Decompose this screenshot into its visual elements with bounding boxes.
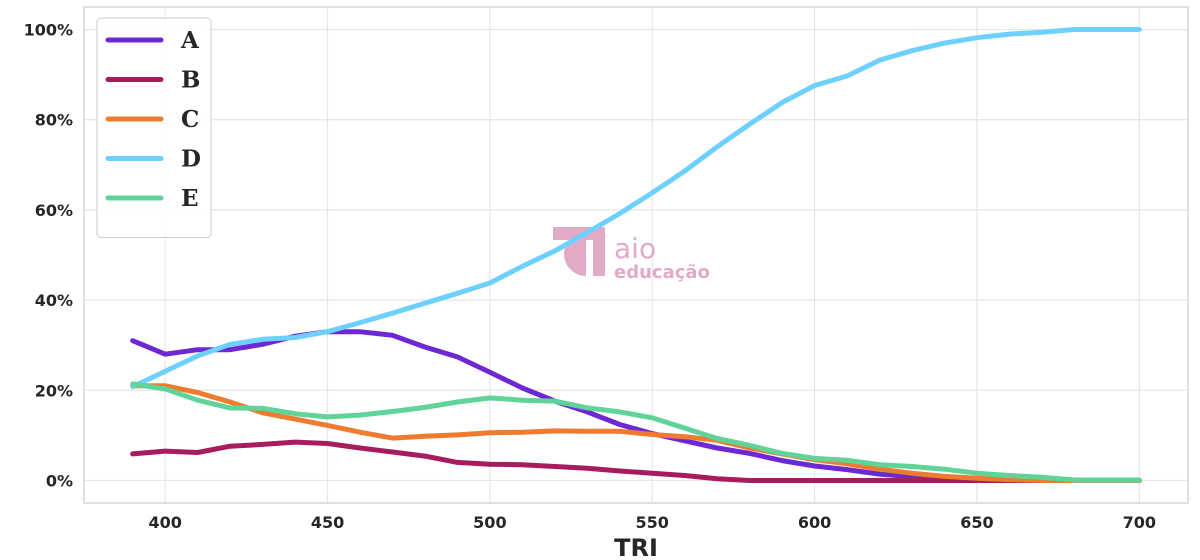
x-tick-label: 400 [148,513,181,532]
legend-label-e: E [181,185,199,212]
y-tick-label: 40% [35,291,73,310]
series-lines [130,27,1142,483]
x-tick-label: 650 [960,513,993,532]
x-tick-label: 600 [798,513,831,532]
legend-box [96,17,212,238]
series-line-b [130,439,1142,483]
series-line-e [130,381,1142,483]
legend-label-c: C [181,106,199,133]
x-tick-label: 550 [636,513,669,532]
y-tick-label: 60% [35,201,73,220]
x-axis-title: TRI [614,534,658,560]
y-tick-label: 100% [24,21,73,40]
watermark-text-educacao: educação [614,262,710,283]
watermark-logo: aio educação [553,227,710,283]
series-line-a [130,329,1142,483]
legend-label-b: B [181,67,200,94]
y-tick-label: 20% [35,381,73,400]
x-tick-labels: 400 450 500 550 600 650 700 [148,513,1156,532]
watermark-text-aio: aio [614,232,656,265]
y-tick-label: 80% [35,111,73,130]
legend-label-d: D [181,146,201,173]
y-tick-label: 0% [46,471,73,490]
x-tick-label: 500 [473,513,506,532]
y-tick-labels: 0% 20% 40% 60% 80% 100% [24,21,73,491]
grid-lines [84,7,1188,503]
series-line-d [130,27,1142,390]
legend-label-a: A [180,27,200,54]
series-line-c [130,383,1142,483]
x-tick-label: 450 [311,513,344,532]
plot-frame [83,6,1189,504]
x-tick-label: 700 [1123,513,1156,532]
